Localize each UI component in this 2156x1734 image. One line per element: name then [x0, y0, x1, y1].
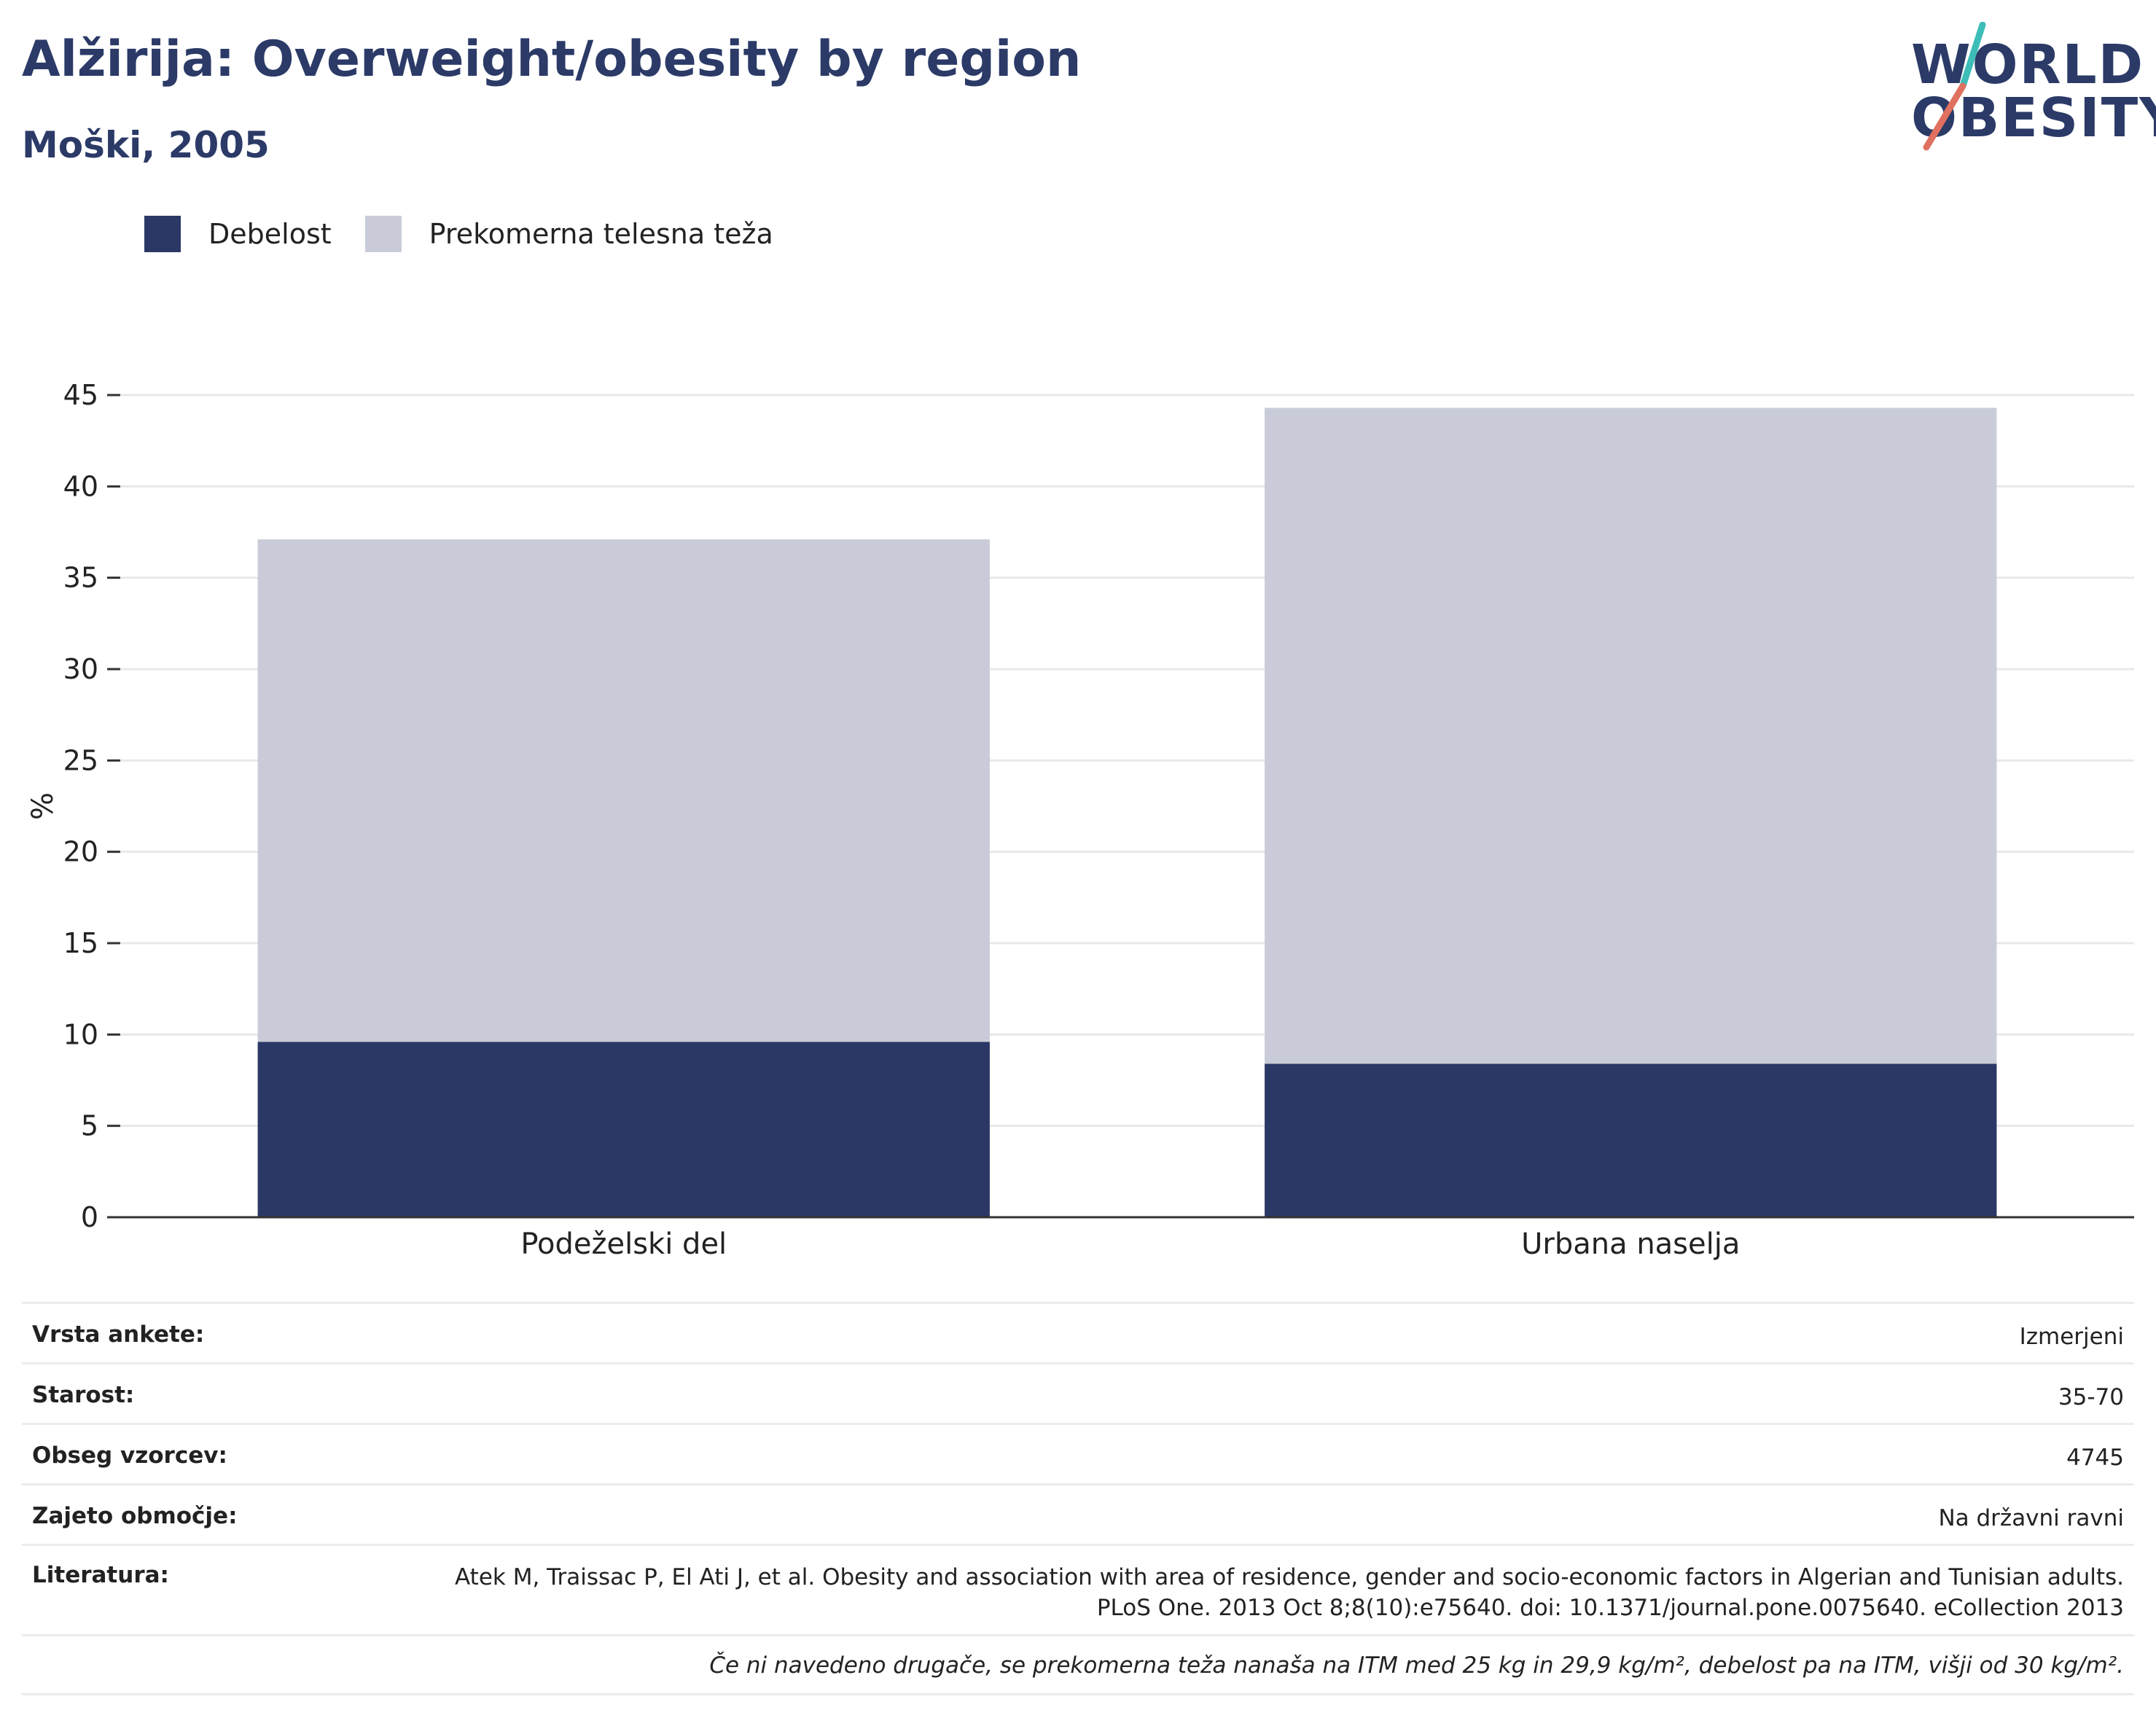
y-tick-label: 15: [63, 927, 98, 959]
legend-label-obesity: Debelost: [208, 218, 332, 250]
info-row-area-covered: Zajeto območje: Na državni ravni: [22, 1483, 2134, 1544]
info-value: 35-70: [2058, 1384, 2124, 1410]
y-tick-label: 35: [63, 562, 98, 594]
info-value: Na državni ravni: [1938, 1505, 2124, 1531]
y-tick-label: 45: [63, 379, 98, 411]
bar-segment-overweight: [257, 539, 990, 1042]
info-value: 4745: [2066, 1445, 2124, 1471]
stacked-bar-chart: 0 5 10 15 20 25 30 35 40 45% Podeželski del Urbana …: [26, 379, 2134, 1261]
chart-title: Alžirija: Overweight/obesity by region: [22, 31, 1082, 88]
y-tick-label: 20: [63, 836, 98, 868]
y-tick-label: 0: [81, 1201, 98, 1233]
info-row-note: Če ni navedeno drugače, se prekomerna te…: [22, 1634, 2134, 1695]
survey-info-table: Vrsta ankete: Izmerjeni Starost: 35-70 O…: [22, 1302, 2134, 1695]
y-tick-label: 10: [63, 1018, 98, 1050]
info-label: Vrsta ankete:: [32, 1321, 205, 1348]
bar-segment-obesity: [1265, 1063, 1997, 1217]
info-value: Izmerjeni: [2019, 1324, 2124, 1350]
legend-swatch-obesity: [144, 216, 181, 252]
world-obesity-logo: WORLD OBESITY: [1895, 22, 2156, 153]
legend-item-obesity: Debelost: [144, 216, 332, 252]
legend-item-overweight: Prekomerna telesna teža: [364, 216, 773, 252]
chart-subtitle: Moški, 2005: [22, 124, 270, 166]
x-tick-label: Urbana naselja: [1521, 1227, 1740, 1261]
bar-segment-obesity: [257, 1042, 990, 1217]
legend-swatch-overweight: [364, 216, 402, 252]
info-label: Zajeto območje:: [32, 1503, 238, 1529]
info-row-age: Starost: 35-70: [22, 1362, 2134, 1423]
info-label: Obseg vzorcev:: [32, 1442, 227, 1469]
y-tick-label: 25: [63, 744, 98, 776]
logo-line-1: WORLD: [1911, 34, 2145, 96]
y-tick-label: 5: [81, 1110, 98, 1142]
legend-label-overweight: Prekomerna telesna teža: [429, 218, 773, 250]
info-label: Starost:: [32, 1382, 135, 1408]
info-row-reference: Literatura: Atek M, Traissac P, El Ati J…: [22, 1544, 2134, 1634]
definition-note: Če ni navedeno drugače, se prekomerna te…: [709, 1652, 2124, 1679]
info-label: Literatura:: [32, 1562, 169, 1588]
info-row-sample-size: Obseg vzorcev: 4745: [22, 1423, 2134, 1483]
reference-text: Atek M, Traissac P, El Ati J, et al. Obe…: [455, 1564, 2124, 1621]
bar-segment-overweight: [1265, 407, 1997, 1064]
x-tick-label: Podeželski del: [520, 1227, 727, 1261]
info-row-survey-type: Vrsta ankete: Izmerjeni: [22, 1302, 2134, 1362]
y-tick-label: 30: [63, 653, 98, 685]
y-axis-label: %: [26, 792, 60, 820]
y-tick-label: 40: [63, 470, 98, 502]
chart-legend: Debelost Prekomerna telesna teža: [144, 216, 807, 252]
logo-slash-icon: [1923, 22, 1986, 151]
